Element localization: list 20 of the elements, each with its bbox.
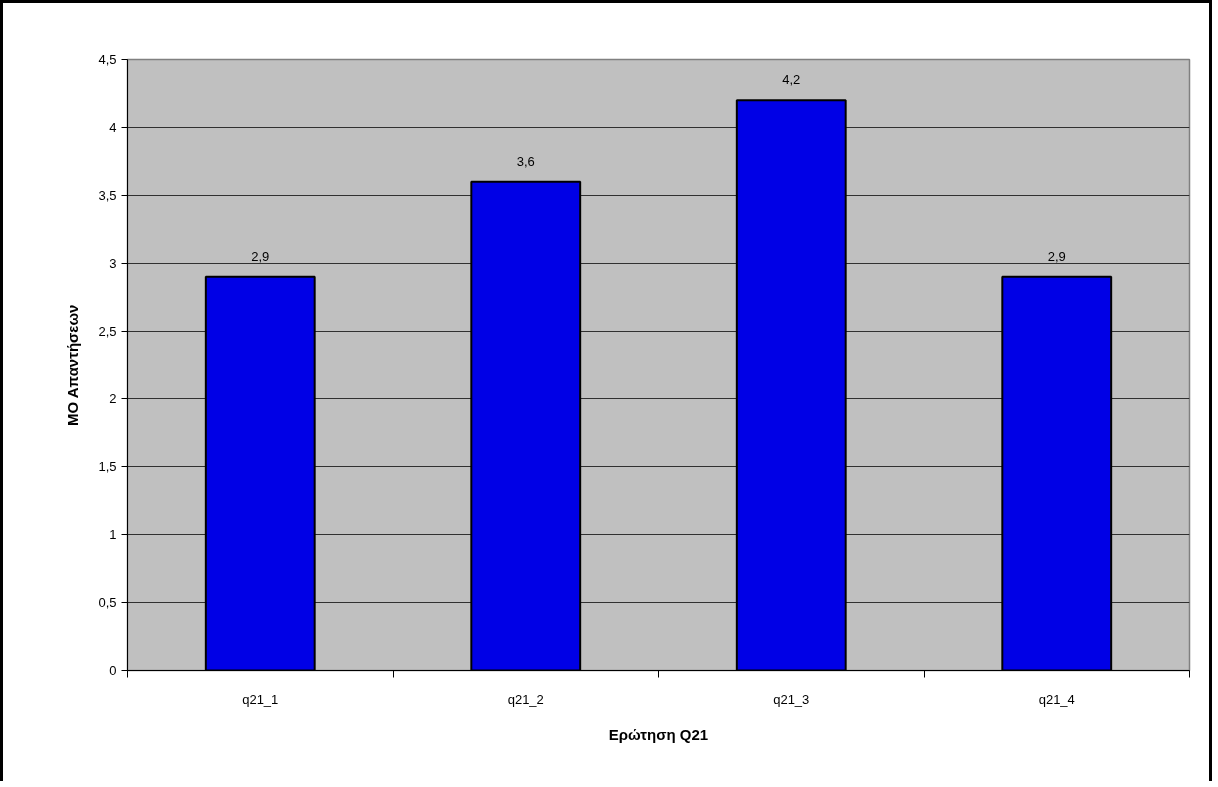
- y-tick-label: 2: [109, 391, 117, 407]
- data-label: 2,9: [251, 248, 270, 264]
- y-tick-label: 3,5: [98, 187, 117, 203]
- y-tick-label: 1,5: [98, 459, 117, 475]
- x-axis-title: Ερώτηση Q21: [608, 725, 709, 743]
- data-label: 4,2: [782, 72, 801, 88]
- y-tick-label: 4,5: [98, 52, 117, 67]
- y-tick-label: 0: [109, 663, 117, 678]
- x-tick-label: q21_2: [507, 691, 544, 707]
- y-axis-title: ΜΟ Απαντήσεων: [64, 304, 82, 427]
- y-tick-label: 1: [109, 527, 117, 543]
- data-label: 3,6: [516, 153, 535, 169]
- x-tick-label: q21_3: [773, 691, 810, 707]
- y-tick-label: 2,5: [98, 323, 117, 339]
- x-tick-label: q21_1: [242, 691, 279, 707]
- x-tick-label: q21_4: [1038, 691, 1075, 707]
- y-tick-label: 0,5: [98, 595, 117, 611]
- y-tick-label: 3: [109, 255, 117, 271]
- y-tick-label: 4: [109, 119, 117, 135]
- data-label: 2,9: [1047, 248, 1066, 264]
